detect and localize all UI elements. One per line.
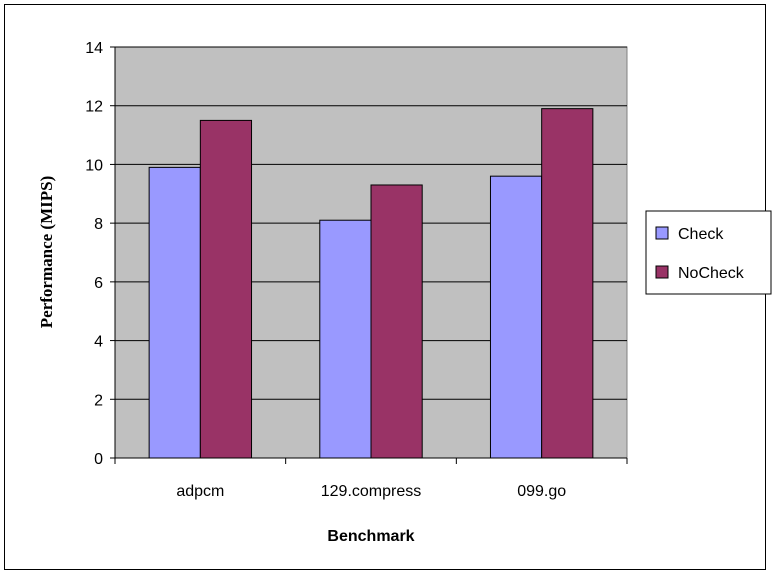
legend-label-check: Check: [678, 226, 724, 243]
y-axis-title: Performance (MIPS): [37, 176, 56, 328]
bar-nocheck-2: [541, 108, 594, 459]
y-tick-label: 8: [94, 216, 103, 233]
y-tick-labels: 0 2 4 6 8 10 12 14: [85, 40, 103, 468]
legend-swatch-nocheck: [655, 265, 669, 279]
y-tick-label: 4: [94, 334, 103, 351]
x-axis-title: Benchmark: [327, 528, 414, 545]
legend-label-nocheck: NoCheck: [678, 265, 745, 282]
y-tick-label: 12: [85, 99, 103, 116]
x-category-label: adpcm: [176, 483, 224, 500]
legend: Check NoCheck: [645, 210, 772, 295]
y-tick-label: 6: [94, 275, 103, 292]
x-category-label: 099.go: [517, 483, 566, 500]
axes: [110, 46, 628, 464]
y-tick-label: 14: [85, 40, 103, 57]
bar-check-1: [319, 219, 372, 459]
bars: [148, 108, 594, 459]
x-category-labels: adpcm 129.compress 099.go: [176, 483, 566, 500]
legend-box: [645, 210, 772, 295]
y-tick-label: 10: [85, 157, 103, 174]
x-category-label: 129.compress: [321, 483, 422, 500]
y-tick-label: 2: [94, 392, 103, 409]
legend-swatch-check: [655, 226, 669, 240]
bar-check-2: [489, 175, 543, 459]
y-tick-label: 0: [94, 451, 103, 468]
bar-nocheck-1: [370, 184, 423, 459]
bar-check-0: [148, 166, 201, 459]
bar-nocheck-0: [199, 119, 253, 459]
